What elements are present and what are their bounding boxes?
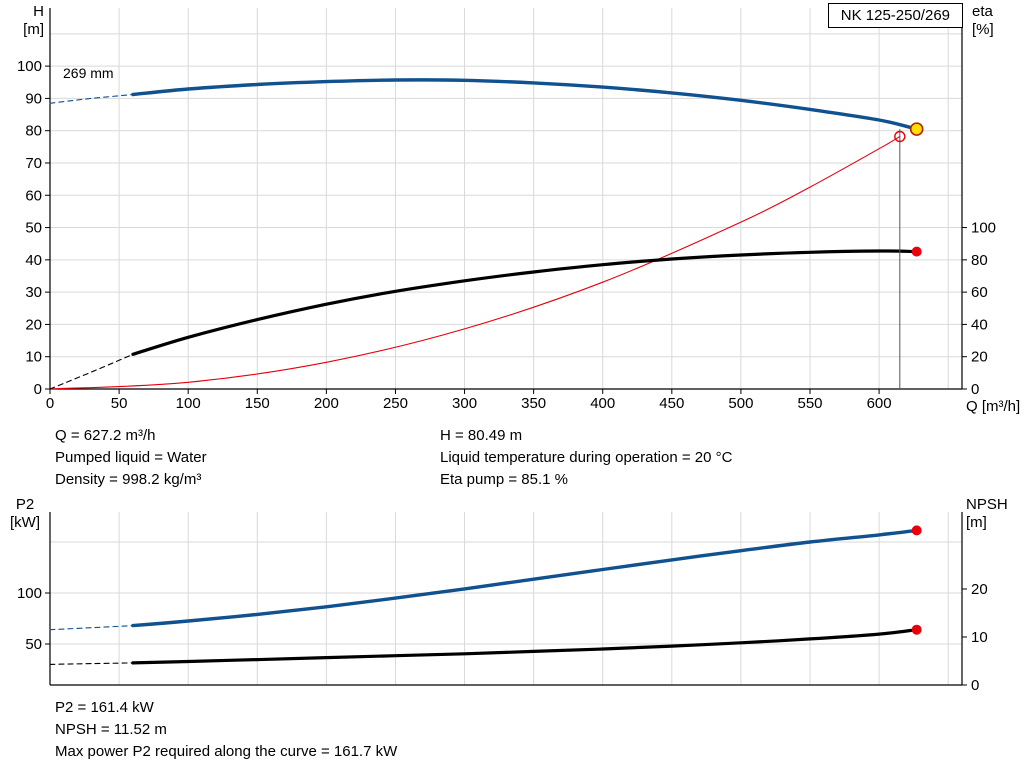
eta-axis-unit: [%]	[972, 21, 994, 38]
impeller-diameter-label: 269 mm	[63, 65, 114, 81]
p2-operating-point	[911, 525, 922, 536]
top-chart-grid	[50, 8, 962, 389]
h-value-text: H = 80.49 m	[440, 427, 523, 444]
tick-label: 400	[590, 395, 615, 412]
q-axis-label: Q [m³/h]	[966, 398, 1021, 415]
pump-type-box: NK 125-250/269	[827, 3, 963, 28]
tick-label: 250	[383, 395, 408, 412]
npsh-axis-symbol: NPSH	[966, 496, 1008, 513]
requested-duty-point	[894, 130, 906, 143]
tick-label: 60	[25, 187, 42, 204]
p2-axis-symbol: P2	[15, 496, 35, 513]
tick-label: 40	[25, 252, 42, 269]
eta-axis-symbol: eta	[972, 3, 993, 20]
tick-label: 50	[25, 220, 42, 237]
eta-operating-point	[911, 246, 922, 257]
bottom-chart-markers	[911, 525, 922, 635]
tick-label: 20	[25, 316, 42, 333]
tick-label: 10	[25, 349, 42, 366]
tick-label: 70	[25, 155, 42, 172]
head-curve	[131, 78, 919, 131]
tick-label: 300	[452, 395, 477, 412]
liquid-temperature-text: Liquid temperature during operation = 20…	[440, 449, 733, 466]
tick-label: 40	[971, 316, 988, 333]
tick-label: 0	[34, 381, 42, 398]
top-chart-markers	[894, 122, 924, 257]
p2-axis-unit: [kW]	[10, 514, 40, 531]
h-axis-symbol: H	[33, 3, 44, 20]
p2-axis-label: P2 [kW]	[6, 496, 44, 532]
bottom-chart-series	[49, 528, 919, 665]
pumped-liquid-text: Pumped liquid = Water	[55, 449, 207, 466]
tick-label: 50	[111, 395, 128, 412]
tick-label: 80	[25, 123, 42, 140]
tick-label: 0	[971, 677, 979, 694]
npsh-operating-point	[911, 624, 922, 635]
eta-pump-text: Eta pump = 85.1 %	[440, 471, 568, 488]
p2-value-text: P2 = 161.4 kW	[55, 699, 154, 716]
max-power-text: Max power P2 required along the curve = …	[55, 743, 398, 760]
tick-label: 0	[971, 381, 979, 398]
top-chart-series	[49, 78, 919, 390]
tick-label: 50	[25, 636, 42, 653]
power-data-block: P2 = 161.4 kW NPSH = 11.52 m Max power P…	[55, 697, 397, 763]
tick-label: 100	[971, 220, 996, 237]
eta-curve	[131, 249, 919, 356]
tick-label: 0	[46, 395, 54, 412]
tick-label: 550	[797, 395, 822, 412]
tick-label: 200	[314, 395, 339, 412]
tick-label: 100	[176, 395, 201, 412]
system-curve	[49, 135, 901, 390]
tick-label: 600	[867, 395, 892, 412]
tick-label: 100	[17, 58, 42, 75]
tick-label: 20	[971, 581, 988, 598]
head-curve-ext	[49, 93, 134, 104]
tick-label: 10	[971, 629, 988, 646]
npsh-axis-unit: [m]	[966, 514, 987, 531]
tick-label: 90	[25, 90, 42, 107]
tick-label: 100	[17, 585, 42, 602]
h-axis-label: H [m]	[14, 3, 44, 39]
npsh-curve-ext	[49, 662, 134, 665]
tick-label: 80	[971, 252, 988, 269]
q-value-text: Q = 627.2 m³/h	[55, 427, 156, 444]
tick-label: 450	[659, 395, 684, 412]
npsh-curve	[131, 628, 919, 665]
eta-curve-ext	[49, 353, 134, 390]
tick-label: 350	[521, 395, 546, 412]
operating-data-left: Q = 627.2 m³/h Pumped liquid = Water Den…	[55, 425, 207, 491]
npsh-axis-label: NPSH [m]	[966, 496, 1008, 532]
p2-curve-ext	[49, 625, 134, 631]
h-axis-unit: [m]	[23, 21, 44, 38]
bottom-chart-axes: 50 100 0 10 20	[17, 512, 988, 694]
bottom-chart-grid	[50, 512, 962, 685]
tick-label: 500	[728, 395, 753, 412]
tick-label: 20	[971, 349, 988, 366]
operating-data-right: H = 80.49 m Liquid temperature during op…	[440, 425, 732, 491]
eta-axis-label: eta [%]	[972, 3, 994, 39]
tick-label: 150	[245, 395, 270, 412]
operating-point	[909, 122, 924, 136]
p2-curve	[131, 528, 919, 628]
npsh-value-text: NPSH = 11.52 m	[55, 721, 167, 738]
tick-label: 30	[25, 284, 42, 301]
density-text: Density = 998.2 kg/m³	[55, 471, 202, 488]
tick-label: 60	[971, 284, 988, 301]
